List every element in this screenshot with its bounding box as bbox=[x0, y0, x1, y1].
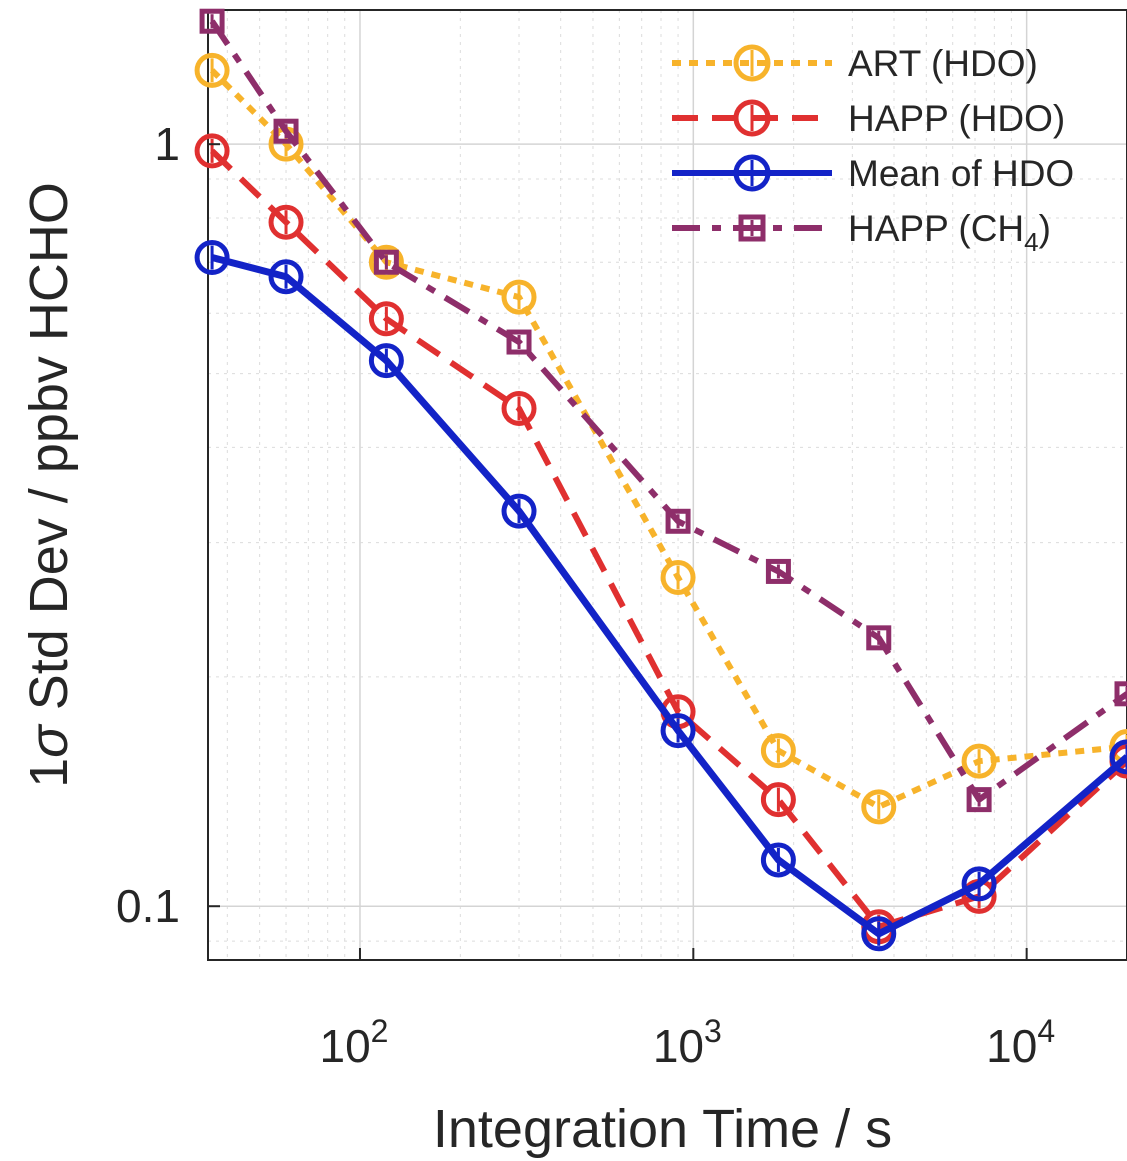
x-tick-label: 102 bbox=[319, 1013, 388, 1072]
data-point bbox=[368, 244, 404, 280]
data-point bbox=[1109, 739, 1127, 775]
data-point bbox=[194, 52, 230, 88]
legend-entry: Mean of HDO bbox=[672, 153, 1074, 194]
legend-entry: ART (HDO) bbox=[672, 43, 1038, 84]
data-point bbox=[273, 118, 299, 144]
data-point bbox=[268, 259, 304, 295]
legend-marker bbox=[733, 154, 771, 192]
y-tick-label: 1 bbox=[154, 118, 180, 170]
x-tick-label: 104 bbox=[986, 1013, 1055, 1072]
series-3 bbox=[199, 8, 1127, 813]
data-point bbox=[373, 249, 399, 275]
plot-frame bbox=[207, 9, 1127, 961]
data-point bbox=[665, 508, 691, 534]
data-point bbox=[866, 625, 892, 651]
data-point bbox=[1109, 729, 1127, 765]
y-axis-label-sigma: σ bbox=[19, 723, 79, 758]
data-point bbox=[1114, 681, 1127, 707]
legend-marker bbox=[733, 44, 771, 82]
data-point bbox=[368, 343, 404, 379]
y-axis-label: 1σ Std Dev / ppbv HCHO bbox=[19, 182, 79, 788]
data-point bbox=[501, 279, 537, 315]
legend-label: ART (HDO) bbox=[848, 43, 1038, 84]
data-point bbox=[660, 560, 696, 596]
data-point bbox=[765, 558, 791, 584]
data-point bbox=[268, 204, 304, 240]
legend-entry: HAPP (HDO) bbox=[672, 98, 1065, 139]
series-0 bbox=[194, 52, 1127, 825]
series-1 bbox=[194, 133, 1127, 945]
data-point bbox=[961, 866, 997, 902]
x-tick-label: 103 bbox=[653, 1013, 722, 1072]
data-point bbox=[861, 916, 897, 952]
data-point bbox=[966, 787, 992, 813]
legend-marker bbox=[738, 214, 766, 242]
data-point bbox=[760, 782, 796, 818]
data-point bbox=[861, 789, 897, 825]
legend-label: HAPP (HDO) bbox=[848, 98, 1065, 139]
legend: ART (HDO) HAPP (HDO) Mean of HDO HAPP (CH4) bbox=[672, 43, 1074, 257]
data-point bbox=[506, 329, 532, 355]
series-layer bbox=[194, 8, 1127, 952]
series-line bbox=[211, 254, 1127, 938]
y-axis-label-suffix: Std Dev / ppbv HCHO bbox=[19, 182, 79, 725]
y-tick-label: 0.1 bbox=[116, 880, 180, 932]
data-point bbox=[194, 240, 230, 276]
legend-label: HAPP (CH4) bbox=[848, 208, 1051, 257]
data-point bbox=[760, 733, 796, 769]
x-axis-label: Integration Time / s bbox=[433, 1099, 892, 1159]
data-point bbox=[501, 390, 537, 426]
legend-entry: HAPP (CH4) bbox=[672, 208, 1051, 257]
data-point bbox=[961, 743, 997, 779]
legend-label: Mean of HDO bbox=[848, 153, 1074, 194]
data-point bbox=[760, 842, 796, 878]
axis-ticks: 102 103 104 0.1 1 bbox=[116, 118, 1055, 1072]
data-point bbox=[194, 133, 230, 169]
data-point bbox=[660, 713, 696, 749]
series-2 bbox=[194, 240, 1127, 952]
y-axis-label-prefix: 1 bbox=[19, 758, 79, 788]
legend-marker bbox=[733, 99, 771, 137]
data-point bbox=[368, 301, 404, 337]
data-point bbox=[199, 8, 225, 34]
data-point bbox=[501, 493, 537, 529]
grid-lines bbox=[208, 10, 1127, 960]
